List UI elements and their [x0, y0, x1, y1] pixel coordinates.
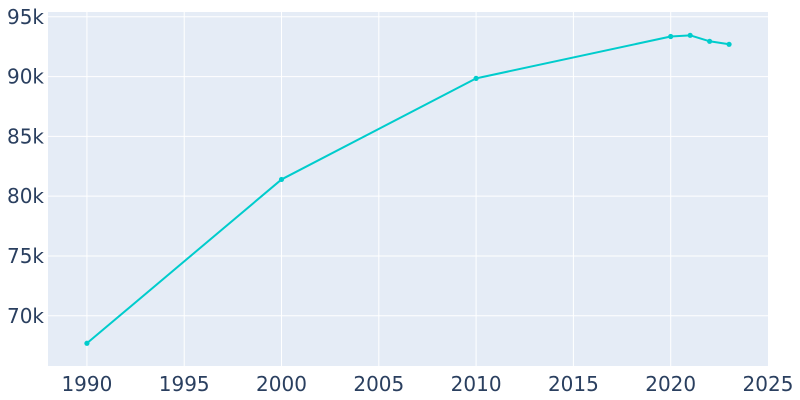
series-layer — [84, 32, 732, 346]
x-tick-label: 2020 — [645, 372, 696, 396]
x-tick-label: 2005 — [353, 372, 404, 396]
x-axis: 1990 1995 2000 2005 2010 2015 2020 2025 — [61, 372, 793, 396]
x-tick-label: 2010 — [451, 372, 502, 396]
data-point[interactable] — [84, 340, 90, 346]
plot-area — [48, 12, 768, 366]
data-point[interactable] — [687, 32, 693, 38]
y-tick-label: 95k — [7, 5, 44, 29]
y-tick-label: 90k — [7, 65, 44, 89]
y-tick-label: 75k — [7, 244, 44, 268]
x-tick-label: 1995 — [159, 372, 210, 396]
y-axis: 70k 75k 80k 85k 90k 95k — [7, 5, 44, 328]
x-tick-label: 2015 — [548, 372, 599, 396]
x-tick-label: 1990 — [61, 372, 112, 396]
y-tick-label: 80k — [7, 184, 44, 208]
x-gridlines — [86, 12, 672, 366]
x-tick-label: 2025 — [743, 372, 794, 396]
data-point[interactable] — [473, 75, 479, 81]
data-point[interactable] — [668, 33, 674, 40]
data-point[interactable] — [726, 41, 732, 47]
y-tick-label: 85k — [7, 124, 44, 148]
data-point[interactable] — [278, 176, 285, 183]
y-gridlines — [48, 16, 768, 317]
data-point[interactable] — [707, 38, 713, 44]
x-tick-label: 2000 — [256, 372, 307, 396]
y-tick-label: 70k — [7, 304, 44, 328]
